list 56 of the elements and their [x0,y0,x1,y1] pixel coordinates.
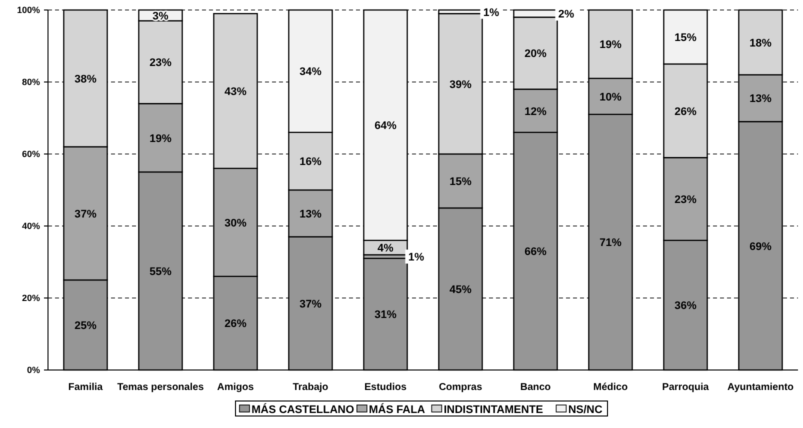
y-tick-label: 80% [22,77,40,87]
data-label: 23% [674,194,697,206]
x-tick-label: Estudios [364,382,408,393]
data-label: 69% [749,240,772,253]
y-tick-label: 60% [22,149,40,159]
x-tick-label: Banco [520,382,551,393]
data-label: 26% [224,318,247,330]
data-label: 64% [374,120,397,132]
data-label: 38% [74,73,97,86]
data-label: 19% [599,39,622,52]
data-label: 36% [674,300,697,312]
data-label: 13% [299,208,322,220]
x-tick-label: Compras [438,382,483,393]
x-tick-label: Parroquia [662,382,710,393]
data-label: 31% [374,309,397,322]
data-label: 37% [74,208,97,220]
legend-label: INDISTINTAMENTE [444,404,544,416]
data-label: 66% [524,246,547,258]
data-label: 23% [149,57,172,70]
y-tick-label: 100% [16,5,40,15]
data-label: 1% [408,252,424,264]
data-label: 15% [449,176,472,188]
x-tick-label: Familia [68,382,104,393]
data-label: 13% [749,93,772,106]
data-label: 20% [524,48,547,60]
data-label: 3% [152,10,169,22]
data-label: 1% [483,6,500,19]
legend-label: MÁS FALA [368,403,426,416]
data-label: 34% [299,66,322,78]
y-tick-label: 40% [22,221,40,231]
data-label: 4% [378,242,394,255]
x-tick-label: Ayuntamiento [727,382,794,393]
data-label: 26% [674,106,697,118]
data-label: 25% [74,320,97,332]
data-label: 55% [149,266,172,278]
data-label: 16% [299,156,322,168]
legend-label: NS/NC [568,404,602,416]
data-label: 19% [149,132,172,145]
data-label: 43% [224,86,247,98]
x-tick-label: Trabajo [292,382,328,393]
legend-label: MÁS CASTELLANO [252,403,355,416]
data-label: 37% [299,298,322,310]
data-label: 10% [599,91,622,104]
y-tick-label: 0% [26,365,40,375]
data-label: 12% [524,106,547,118]
data-label: 30% [224,217,247,230]
data-label: 45% [449,284,472,296]
data-label: 15% [674,32,697,44]
data-label: 18% [749,37,772,50]
data-label: 71% [599,237,622,250]
x-tick-label: Médico [593,382,628,393]
data-label: 39% [449,78,472,91]
data-label: 2% [558,8,574,21]
x-tick-label: Amigos [217,382,254,393]
x-tick-label: Temas personales [117,382,204,393]
y-tick-label: 20% [22,293,40,303]
